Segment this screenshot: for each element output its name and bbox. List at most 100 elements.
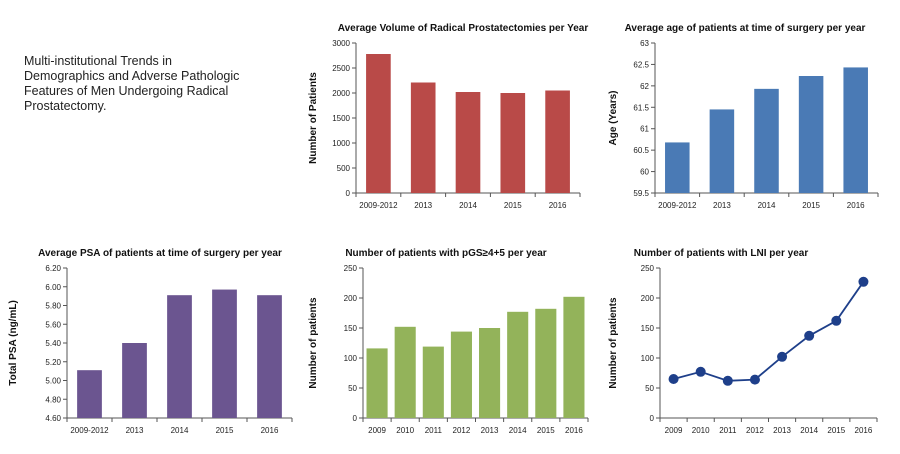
bar (366, 348, 388, 418)
x-tick-label: 2016 (565, 426, 583, 435)
x-tick-label: 2015 (537, 426, 555, 435)
y-tick-label: 62 (640, 82, 649, 91)
y-tick-label: 6.00 (45, 283, 61, 292)
x-tick-label: 2011 (425, 426, 443, 435)
y-tick-label: 50 (348, 384, 357, 393)
chart-lni: Number of patients with LNI per year Numb… (608, 248, 878, 435)
bar (507, 311, 529, 418)
x-tick-label: 2009 (368, 426, 386, 435)
chart-title: Number of patients with pGS≥4+5 per year (345, 248, 546, 259)
bar (366, 54, 391, 193)
data-point (695, 366, 706, 377)
x-tick-label: 2013 (414, 201, 432, 210)
chart-pgs: Number of patients with pGS≥4+5 per year… (308, 248, 589, 435)
bar (843, 67, 868, 193)
bar (798, 76, 824, 193)
bar (535, 308, 557, 418)
x-tick-label: 2013 (773, 426, 791, 435)
x-tick-label: 2010 (396, 426, 414, 435)
chart-title: Average age of patients at time of surge… (625, 23, 866, 34)
bar (455, 92, 481, 193)
bar (545, 90, 570, 193)
y-tick-label: 150 (344, 324, 358, 333)
bar (77, 370, 102, 418)
bar (422, 346, 444, 418)
x-tick-label: 2009-2012 (658, 201, 697, 210)
data-point (668, 374, 679, 384)
x-tick-label: 2009 (665, 426, 683, 435)
bar (410, 82, 436, 193)
y-axis-label: Number of patients (608, 297, 619, 389)
x-tick-label: 2011 (719, 426, 737, 435)
x-tick-label: 2013 (126, 426, 144, 435)
data-point (804, 330, 815, 341)
y-tick-label: 4.80 (45, 395, 61, 404)
y-tick-label: 1500 (332, 114, 350, 123)
x-tick-label: 2013 (481, 426, 499, 435)
x-tick-label: 2009-2012 (70, 426, 109, 435)
y-tick-label: 200 (344, 294, 358, 303)
y-tick-label: 3000 (332, 39, 350, 48)
y-tick-label: 0 (346, 189, 351, 198)
bar (257, 295, 282, 418)
chart-title: Number of patients with LNI per year (634, 248, 809, 259)
x-tick-label: 2014 (800, 426, 818, 435)
x-tick-label: 2016 (549, 201, 567, 210)
data-point (749, 374, 760, 385)
data-point (722, 375, 733, 386)
bar (500, 93, 526, 193)
bar (212, 289, 237, 418)
chart-age: Average age of patients at time of surge… (608, 23, 879, 210)
y-tick-label: 1000 (332, 139, 350, 148)
data-point (858, 276, 869, 287)
y-tick-label: 62.5 (633, 60, 649, 69)
y-tick-label: 63 (640, 39, 649, 48)
y-axis-label: Number of Patients (308, 72, 319, 164)
bar (167, 295, 192, 418)
y-tick-label: 50 (645, 384, 654, 393)
bar (563, 296, 585, 418)
y-tick-label: 4.60 (45, 414, 61, 423)
y-axis-label: Age (Years) (608, 90, 619, 145)
y-tick-label: 250 (344, 264, 358, 273)
y-tick-label: 100 (641, 354, 655, 363)
x-tick-label: 2009-2012 (359, 201, 398, 210)
y-tick-label: 2000 (332, 89, 350, 98)
x-tick-label: 2013 (713, 201, 731, 210)
intro-text-block: Multi-institutional Trends in Demographi… (24, 54, 274, 114)
x-tick-label: 2014 (509, 426, 527, 435)
bar (450, 331, 472, 418)
intro-text: Multi-institutional Trends in Demographi… (24, 54, 240, 113)
y-tick-label: 2500 (332, 64, 350, 73)
y-tick-label: 0 (650, 414, 655, 423)
y-tick-label: 60 (640, 168, 649, 177)
x-tick-label: 2015 (802, 201, 820, 210)
chart-title: Average Volume of Radical Prostatectomie… (338, 23, 589, 34)
chart-title: Average PSA of patients at time of surge… (38, 248, 282, 259)
bar (122, 343, 147, 418)
x-tick-label: 2016 (855, 426, 873, 435)
y-tick-label: 150 (641, 324, 655, 333)
bar (665, 142, 690, 193)
y-tick-label: 250 (641, 264, 655, 273)
y-tick-label: 6.20 (45, 264, 61, 273)
data-point (777, 351, 788, 362)
y-tick-label: 5.20 (45, 358, 61, 367)
bar (479, 328, 501, 418)
x-tick-label: 2012 (453, 426, 471, 435)
bar (754, 88, 779, 193)
bar (709, 109, 735, 193)
y-axis-label: Total PSA (ng/mL) (8, 300, 19, 386)
x-tick-label: 2015 (827, 426, 845, 435)
y-tick-label: 200 (641, 294, 655, 303)
x-tick-label: 2015 (216, 426, 234, 435)
y-tick-label: 5.40 (45, 339, 61, 348)
x-tick-label: 2016 (847, 201, 865, 210)
x-tick-label: 2014 (171, 426, 189, 435)
series-line (673, 281, 865, 382)
x-tick-label: 2014 (459, 201, 477, 210)
x-tick-label: 2012 (746, 426, 764, 435)
y-tick-label: 61 (640, 125, 649, 134)
y-tick-label: 5.80 (45, 302, 61, 311)
x-tick-label: 2010 (692, 426, 710, 435)
